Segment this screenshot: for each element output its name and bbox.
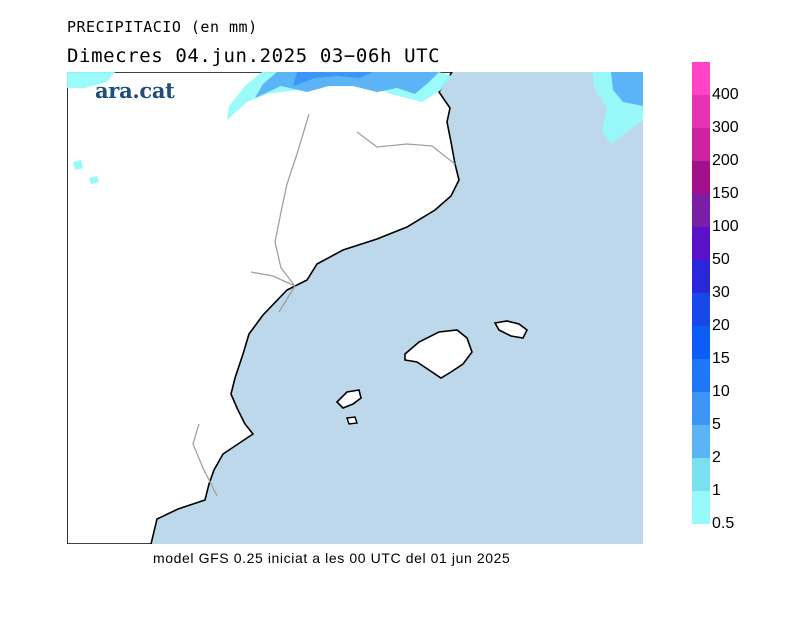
- legend-swatch-2: [692, 425, 710, 458]
- legend-swatch-10: [692, 359, 710, 392]
- legend-swatch-50: [692, 227, 710, 260]
- legend-label-20: 20: [712, 317, 730, 334]
- precip-heavy-north: [293, 72, 373, 86]
- legend-label-15: 15: [712, 350, 730, 367]
- region-borders: [192, 113, 456, 497]
- legend-swatch-300: [692, 95, 710, 128]
- legend-swatch-30: [692, 260, 710, 293]
- mainland: [67, 72, 460, 544]
- island-menorca: [493, 320, 529, 339]
- legend-swatch-20: [692, 293, 710, 326]
- legend-label-30: 30: [712, 284, 730, 301]
- legend-label-400: 400: [712, 86, 739, 103]
- legend-label-2: 2: [712, 449, 721, 466]
- island-mallorca: [404, 329, 473, 379]
- legend-label-300: 300: [712, 119, 739, 136]
- precip-legend: [692, 62, 710, 524]
- precipitation-map: [67, 72, 643, 544]
- legend-swatch-400: [692, 62, 710, 95]
- island-formentera: [346, 416, 358, 425]
- legend-swatch-1: [692, 458, 710, 491]
- island-eivissa: [335, 389, 362, 409]
- precip-moderate-northeast: [611, 72, 643, 106]
- legend-swatch-15: [692, 326, 710, 359]
- legend-label-50: 50: [712, 251, 730, 268]
- legend-label-100: 100: [712, 218, 739, 235]
- legend-swatch-5: [692, 392, 710, 425]
- legend-label-5: 5: [712, 416, 721, 433]
- model-info: model GFS 0.25 iniciat a les 00 UTC del …: [153, 550, 511, 566]
- legend-label-200: 200: [712, 152, 739, 169]
- forecast-time: Dimecres 04.jun.2025 03−06h UTC: [67, 45, 441, 67]
- legend-swatch-150: [692, 161, 710, 194]
- legend-swatch-200: [692, 128, 710, 161]
- precip-blob-west: [73, 160, 99, 184]
- legend-swatch-0.5: [692, 491, 710, 524]
- precip-light-northwest: [67, 72, 115, 88]
- map-title: PRECIPITACIO (en mm): [67, 18, 258, 36]
- map-canvas: [67, 72, 643, 544]
- brand-logo: ara.cat: [95, 78, 175, 103]
- legend-swatch-100: [692, 194, 710, 227]
- legend-label-0.5: 0.5: [712, 515, 735, 532]
- legend-label-150: 150: [712, 185, 739, 202]
- legend-label-1: 1: [712, 482, 721, 499]
- legend-label-10: 10: [712, 383, 730, 400]
